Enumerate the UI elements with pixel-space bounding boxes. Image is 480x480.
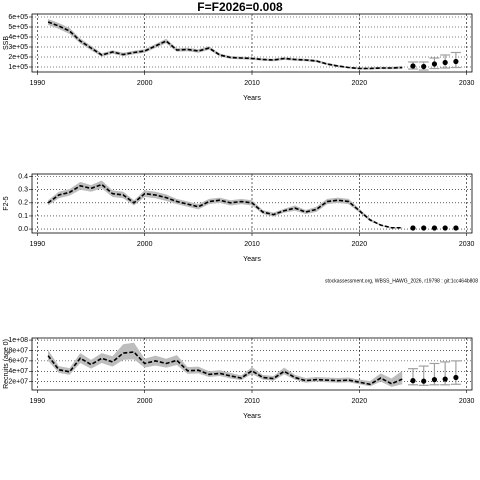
- projection-point: [442, 59, 448, 66]
- estimate-line: [47, 183, 403, 229]
- y-tick-label: 2e+07: [8, 379, 28, 386]
- estimate-line: [47, 21, 403, 70]
- y-tick-label: 0.3: [18, 187, 28, 194]
- y-tick-label: 1e+05: [8, 64, 28, 71]
- plot-frame: [31, 173, 473, 234]
- x-tick-label: 2000: [137, 241, 153, 248]
- projection-point: [410, 378, 416, 384]
- x-tick-label: 2020: [352, 241, 368, 248]
- x-tick-label: 1990: [30, 398, 46, 405]
- y-tick-label: 4e+07: [8, 368, 28, 375]
- x-axis-label: Years: [243, 256, 261, 263]
- x-tick-label: 2030: [459, 241, 475, 248]
- y-tick-label: 4e+05: [8, 34, 28, 41]
- projection-point: [442, 376, 448, 382]
- footnote: stockassessment.org, WBSS_HAWG_2026, r19…: [325, 278, 478, 284]
- confidence-band: [48, 180, 403, 229]
- projection-point: [453, 58, 459, 65]
- projection-point: [453, 225, 459, 231]
- y-tick-label: 0.2: [18, 200, 28, 207]
- y-axis-label: F2-5: [3, 196, 10, 211]
- x-tick-label: 1990: [30, 241, 46, 248]
- confidence-band: [48, 19, 403, 70]
- projection-point: [431, 377, 438, 383]
- projection-point: [410, 63, 416, 69]
- plot-frame: [31, 337, 473, 391]
- y-tick-label: 2e+05: [8, 54, 28, 61]
- x-axis-label: Years: [243, 95, 261, 102]
- projection-point: [421, 378, 427, 384]
- x-tick-label: 2010: [244, 241, 260, 248]
- y-tick-label: 5e+05: [8, 24, 28, 31]
- y-tick-label: 1e+08: [8, 337, 28, 344]
- x-tick-label: 2000: [137, 80, 153, 87]
- projection-point: [431, 61, 438, 67]
- projection-point: [431, 225, 438, 231]
- plot-frame: [31, 13, 473, 73]
- x-axis-label: Years: [243, 413, 261, 420]
- x-tick-label: 2020: [352, 80, 368, 87]
- y-tick-label: 6e+07: [8, 358, 28, 365]
- estimate-line: [47, 351, 403, 386]
- projection-point: [421, 225, 427, 231]
- x-tick-label: 2010: [244, 80, 260, 87]
- x-tick-label: 2020: [352, 398, 368, 405]
- y-tick-label: 6e+05: [8, 14, 28, 21]
- y-axis-label: SSB: [3, 36, 10, 50]
- y-axis-label: Recruits (age 0): [3, 339, 10, 389]
- x-tick-label: 2010: [244, 398, 260, 405]
- y-tick-label: 0.0: [18, 226, 28, 233]
- projection-point: [421, 63, 427, 70]
- confidence-band: [48, 342, 403, 387]
- projection-point: [453, 374, 459, 381]
- y-tick-label: 0.4: [18, 173, 28, 180]
- projection-point: [410, 225, 416, 231]
- y-tick-label: 0.1: [18, 213, 28, 220]
- y-tick-label: 3e+05: [8, 44, 28, 51]
- chart-title: F=F2026=0.008: [197, 0, 283, 14]
- x-tick-label: 2000: [137, 398, 153, 405]
- y-tick-label: 8e+07: [8, 347, 28, 354]
- x-tick-label: 2030: [459, 398, 475, 405]
- projection-point: [442, 225, 448, 231]
- x-tick-label: 2030: [459, 80, 475, 87]
- x-tick-label: 1990: [30, 80, 46, 87]
